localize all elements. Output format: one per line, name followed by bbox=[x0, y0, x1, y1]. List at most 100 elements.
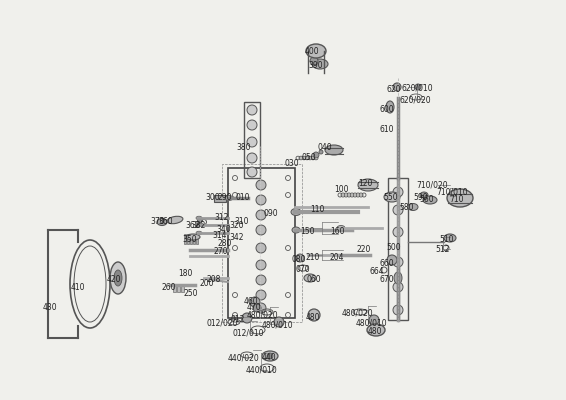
Circle shape bbox=[247, 137, 257, 147]
Circle shape bbox=[256, 275, 266, 285]
Text: 280: 280 bbox=[218, 240, 232, 248]
Ellipse shape bbox=[306, 44, 326, 58]
Text: 290: 290 bbox=[218, 192, 232, 202]
Bar bbox=[222, 164, 302, 322]
Circle shape bbox=[247, 105, 257, 115]
Ellipse shape bbox=[358, 179, 378, 191]
Text: 342: 342 bbox=[230, 232, 245, 242]
Text: 670: 670 bbox=[380, 276, 395, 284]
Text: 610: 610 bbox=[380, 126, 395, 134]
Ellipse shape bbox=[262, 351, 278, 361]
Text: 710/020: 710/020 bbox=[416, 180, 448, 190]
Circle shape bbox=[369, 315, 379, 325]
Ellipse shape bbox=[386, 101, 394, 113]
Text: 400: 400 bbox=[305, 48, 319, 56]
Text: 340: 340 bbox=[217, 226, 231, 234]
Text: 208: 208 bbox=[207, 276, 221, 284]
Text: 512: 512 bbox=[436, 246, 450, 254]
Ellipse shape bbox=[291, 208, 301, 216]
Circle shape bbox=[393, 83, 401, 91]
Text: 382: 382 bbox=[192, 220, 206, 230]
Circle shape bbox=[319, 150, 323, 154]
Text: 370: 370 bbox=[151, 218, 165, 226]
Text: 390: 390 bbox=[308, 60, 323, 70]
Text: 460: 460 bbox=[244, 298, 258, 306]
Text: 012: 012 bbox=[231, 316, 245, 324]
Circle shape bbox=[247, 153, 257, 163]
Bar bbox=[173, 285, 176, 292]
Circle shape bbox=[256, 243, 266, 253]
Text: 310: 310 bbox=[235, 218, 249, 226]
Ellipse shape bbox=[186, 234, 200, 240]
Circle shape bbox=[267, 353, 273, 359]
Text: 200: 200 bbox=[200, 278, 215, 288]
Ellipse shape bbox=[157, 218, 167, 226]
Circle shape bbox=[250, 297, 260, 307]
Ellipse shape bbox=[114, 270, 122, 286]
Text: 710: 710 bbox=[450, 196, 464, 204]
Text: 510: 510 bbox=[440, 236, 454, 244]
Bar bbox=[388, 178, 408, 320]
Text: 110: 110 bbox=[310, 206, 324, 214]
Text: 620: 620 bbox=[387, 86, 401, 94]
Text: 300: 300 bbox=[205, 192, 220, 202]
Text: 350: 350 bbox=[183, 236, 198, 244]
Circle shape bbox=[242, 313, 252, 323]
Text: 260: 260 bbox=[162, 284, 176, 292]
Text: 580: 580 bbox=[400, 202, 414, 212]
Circle shape bbox=[256, 210, 266, 220]
Text: 150: 150 bbox=[300, 228, 314, 236]
Bar bbox=[181, 285, 184, 292]
Text: 440/010: 440/010 bbox=[246, 366, 278, 374]
Ellipse shape bbox=[337, 226, 345, 230]
Text: 314: 314 bbox=[213, 230, 228, 240]
Circle shape bbox=[256, 225, 266, 235]
Ellipse shape bbox=[367, 324, 385, 336]
Circle shape bbox=[256, 303, 266, 313]
Bar bbox=[214, 195, 226, 202]
Circle shape bbox=[393, 257, 403, 267]
Text: 120: 120 bbox=[358, 178, 372, 188]
Ellipse shape bbox=[325, 145, 343, 155]
Text: 070: 070 bbox=[295, 266, 310, 274]
Circle shape bbox=[313, 152, 319, 158]
Circle shape bbox=[310, 57, 318, 65]
Text: 270: 270 bbox=[214, 248, 228, 256]
Text: 050: 050 bbox=[302, 154, 316, 162]
Text: 250: 250 bbox=[184, 288, 198, 298]
Text: 380: 380 bbox=[237, 144, 251, 152]
Circle shape bbox=[198, 218, 203, 222]
Circle shape bbox=[393, 227, 403, 237]
Ellipse shape bbox=[447, 189, 473, 207]
Circle shape bbox=[256, 195, 266, 205]
Text: 710/010: 710/010 bbox=[436, 188, 468, 196]
Text: 480/010: 480/010 bbox=[355, 318, 387, 328]
Circle shape bbox=[387, 255, 397, 265]
Text: 080: 080 bbox=[291, 254, 306, 264]
Circle shape bbox=[256, 260, 266, 270]
Text: 480: 480 bbox=[368, 328, 382, 336]
Text: 100: 100 bbox=[334, 186, 348, 194]
Text: 312: 312 bbox=[215, 212, 229, 222]
Text: 320: 320 bbox=[230, 220, 245, 230]
Text: 600: 600 bbox=[380, 106, 395, 114]
Text: 480/020: 480/020 bbox=[246, 310, 278, 320]
Text: 220: 220 bbox=[357, 246, 371, 254]
Text: 590: 590 bbox=[414, 192, 428, 202]
Text: 210: 210 bbox=[306, 254, 320, 262]
Text: 480/020: 480/020 bbox=[341, 308, 373, 318]
Ellipse shape bbox=[423, 196, 437, 204]
Text: 362: 362 bbox=[186, 220, 200, 230]
Circle shape bbox=[256, 290, 266, 300]
Text: 090: 090 bbox=[264, 210, 278, 218]
Ellipse shape bbox=[312, 59, 328, 69]
Circle shape bbox=[393, 305, 403, 315]
Ellipse shape bbox=[408, 204, 418, 210]
Circle shape bbox=[393, 282, 403, 292]
Text: 620/010: 620/010 bbox=[401, 84, 433, 92]
Ellipse shape bbox=[110, 262, 126, 294]
Text: 012/010: 012/010 bbox=[232, 328, 264, 338]
Ellipse shape bbox=[292, 227, 300, 233]
Text: 160: 160 bbox=[330, 228, 344, 236]
Text: 060: 060 bbox=[307, 274, 321, 284]
